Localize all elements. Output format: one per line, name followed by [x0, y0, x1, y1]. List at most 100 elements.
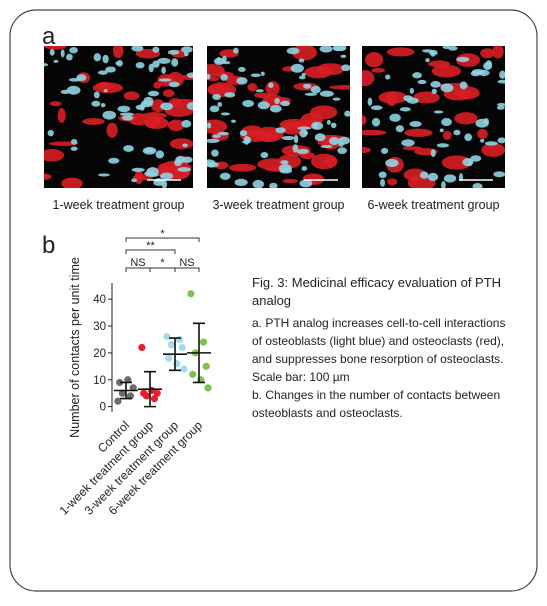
osteoclast — [159, 160, 192, 177]
osteoblast — [442, 46, 451, 50]
osteoblast — [298, 75, 306, 80]
osteoblast — [453, 129, 461, 136]
osteoclast — [106, 122, 118, 138]
osteoclast — [207, 119, 228, 134]
osteoblast — [160, 172, 174, 180]
significance-label: * — [160, 257, 165, 269]
osteoclast — [169, 138, 193, 150]
osteoblast — [250, 73, 261, 78]
osteoblast — [417, 79, 427, 85]
osteoclast — [362, 115, 367, 125]
osteoblast — [186, 72, 193, 78]
osteoblast — [301, 166, 308, 171]
osteoblast — [320, 144, 333, 149]
osteoclast — [324, 156, 338, 167]
osteoclast — [378, 91, 408, 104]
significance-label: NS — [179, 257, 194, 269]
osteoblast — [233, 47, 239, 54]
osteoblast — [93, 53, 102, 62]
osteoclast — [144, 117, 169, 129]
osteoblast — [123, 145, 134, 152]
osteoblast — [216, 56, 221, 64]
osteoblast — [269, 104, 282, 113]
osteoblast — [260, 152, 269, 159]
osteoblast — [135, 104, 146, 110]
osteoblast — [399, 107, 411, 112]
point — [116, 378, 124, 387]
caption-line: Scale bar: 100 µm — [252, 370, 350, 384]
osteoblast — [44, 63, 49, 67]
osteoblast — [158, 78, 172, 82]
panel-label: a — [42, 23, 56, 50]
osteoblast — [464, 133, 473, 142]
error-bar — [193, 322, 205, 384]
osteoblast — [403, 95, 414, 102]
point — [153, 389, 161, 397]
osteoblast — [152, 60, 160, 68]
osteoblast — [238, 67, 246, 72]
osteoblast — [117, 105, 131, 113]
osteoclast — [431, 64, 461, 78]
osteoblast — [278, 163, 292, 173]
osteoblast — [60, 49, 65, 58]
osteoclast — [413, 91, 440, 104]
osteoblast — [207, 122, 212, 129]
osteoblast — [395, 125, 404, 133]
osteoclast — [260, 131, 270, 139]
osteoblast — [436, 143, 450, 148]
osteoblast — [135, 62, 145, 69]
significance-label: ** — [146, 240, 155, 252]
osteoblast — [152, 46, 160, 53]
osteoblast — [430, 81, 441, 88]
osteoblast — [66, 53, 73, 61]
osteoblast — [471, 68, 485, 75]
osteoblast — [53, 59, 59, 63]
osteoclast — [362, 146, 371, 154]
osteoblast — [186, 102, 193, 110]
osteoblast — [100, 102, 106, 108]
osteoblast — [224, 92, 236, 98]
osteoblast — [298, 58, 305, 63]
osteoblast — [496, 105, 505, 110]
osteoblast — [280, 100, 291, 107]
point — [202, 362, 210, 370]
osteoblast — [459, 81, 468, 90]
cells — [207, 46, 350, 188]
osteoblast — [275, 127, 286, 134]
osteoblast — [456, 56, 470, 63]
osteoblast — [219, 172, 231, 180]
osteoblast — [121, 115, 134, 121]
osteoblast — [472, 183, 483, 188]
osteoclast — [44, 148, 65, 162]
osteoblast — [131, 167, 145, 172]
point — [204, 384, 212, 392]
osteoclast — [481, 142, 505, 157]
osteoblast — [66, 85, 81, 95]
osteoblast — [105, 66, 116, 73]
osteoblast — [91, 100, 101, 107]
osteoblast — [131, 178, 138, 183]
osteoblast — [174, 159, 182, 167]
point — [114, 397, 122, 405]
osteoblast — [236, 77, 248, 85]
osteoblast — [69, 47, 78, 54]
osteoblast — [108, 157, 120, 164]
osteoblast — [319, 90, 334, 97]
osteoblast — [211, 149, 219, 157]
osteoblast — [401, 139, 415, 147]
osteoblast — [255, 89, 264, 93]
osteoblast — [367, 97, 373, 106]
osteoblast — [171, 58, 179, 67]
osteoblast — [493, 171, 505, 178]
osteoclast — [247, 82, 258, 92]
caption-title: Fig. 3: Medicinal efficacy evaluation of… — [252, 275, 501, 290]
osteoclast — [112, 46, 124, 59]
frame — [9, 9, 538, 592]
osteoclast — [57, 107, 66, 123]
osteoclast — [404, 128, 433, 137]
osteoblast — [76, 74, 87, 82]
point — [150, 394, 159, 403]
cells — [362, 46, 505, 188]
osteoblast — [483, 118, 489, 125]
osteoblast — [433, 110, 444, 114]
